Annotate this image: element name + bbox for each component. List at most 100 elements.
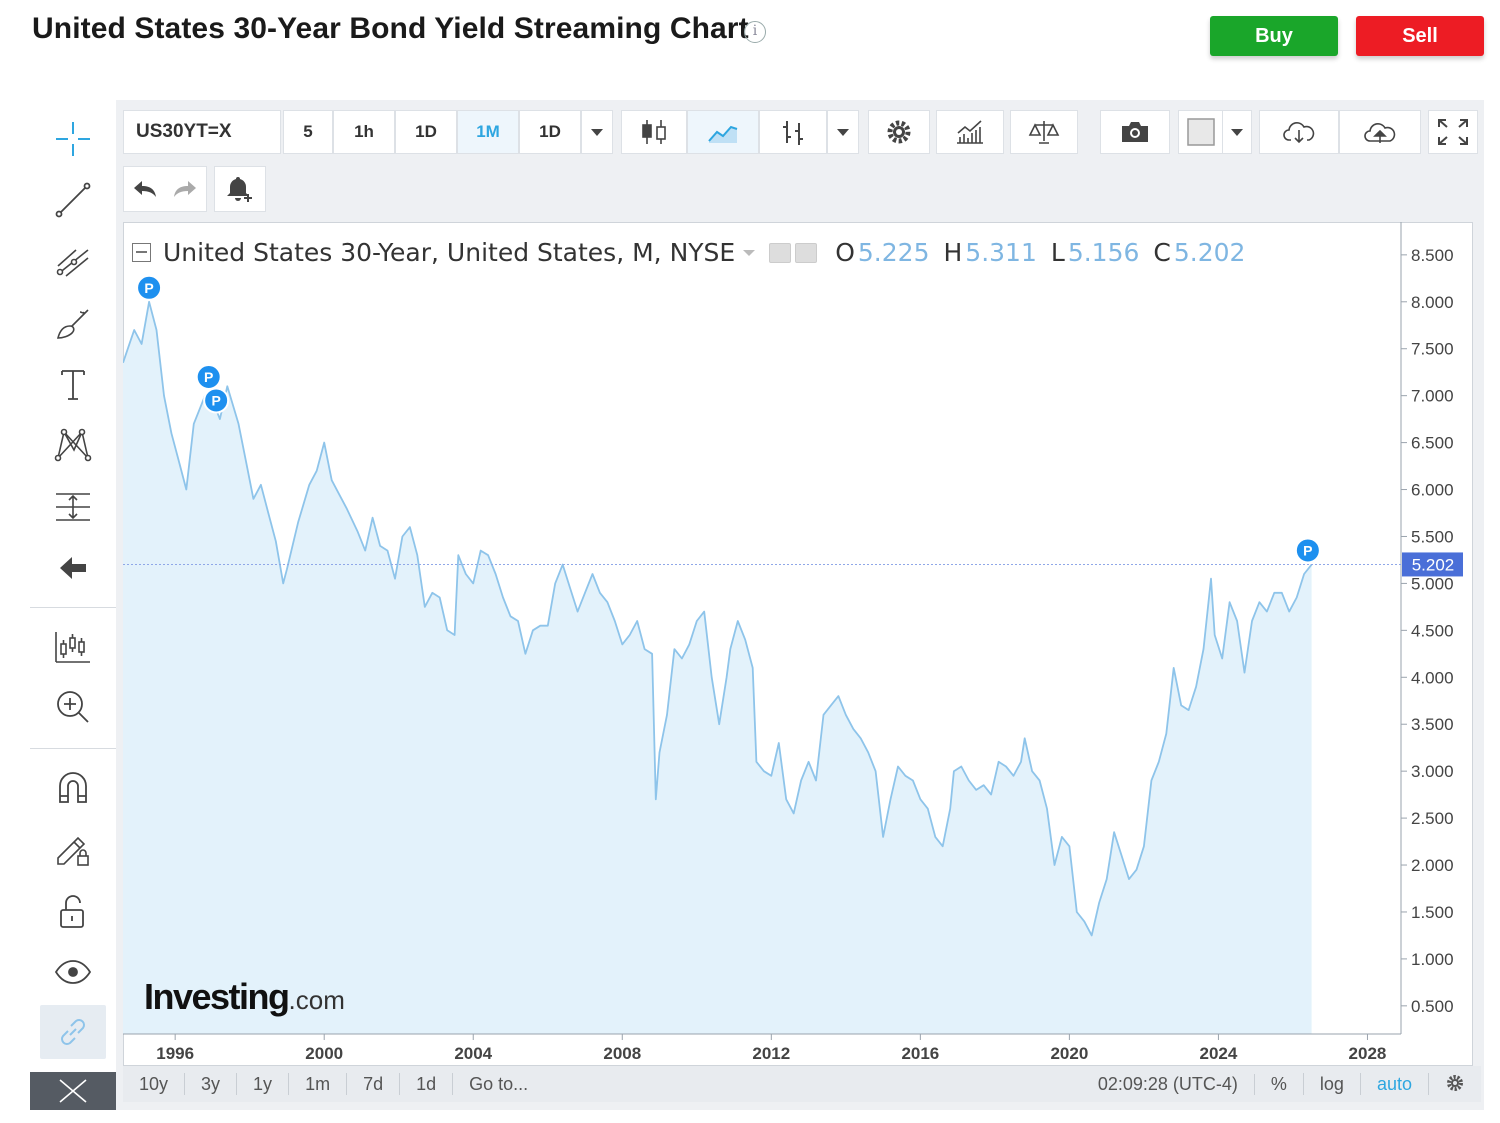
lock-drawing-icon[interactable] (40, 822, 106, 876)
undo-redo-group (123, 166, 207, 212)
chart-type-dropdown[interactable] (827, 110, 859, 154)
y-tick-label: 2.000 (1411, 856, 1454, 875)
x-tick-label: 2020 (1050, 1044, 1088, 1063)
series-line (123, 300, 1313, 937)
low-value: 5.156 (1067, 238, 1140, 267)
event-marker-label: P (211, 392, 220, 408)
download-button[interactable] (1259, 110, 1339, 154)
indicators-icon[interactable] (40, 620, 106, 674)
event-marker (195, 363, 222, 390)
range-3y[interactable]: 3y (185, 1073, 238, 1095)
bell-plus-icon (227, 177, 252, 202)
balance-scale-icon (1028, 121, 1060, 144)
cloud-upload-icon (1364, 123, 1396, 143)
upload-button[interactable] (1339, 110, 1421, 154)
interval-1m[interactable]: 1M (457, 110, 519, 154)
scale-settings-button[interactable] (1429, 1073, 1481, 1095)
trend-line-icon[interactable] (40, 173, 106, 227)
indicators-chart-icon (957, 120, 983, 144)
settings-button[interactable] (868, 110, 930, 154)
redo-icon (174, 181, 196, 197)
clock-readout[interactable]: 02:09:28 (UTC-4) (1082, 1073, 1255, 1095)
y-tick-label: 8.500 (1411, 246, 1454, 265)
percent-scale-toggle[interactable]: % (1255, 1073, 1304, 1095)
eye-icon[interactable] (40, 945, 106, 999)
event-marker (1294, 537, 1321, 564)
chevron-down-icon (591, 128, 603, 136)
page-title: United States 30-Year Bond Yield Streami… (32, 12, 749, 45)
ohlc-bars-icon (783, 121, 803, 145)
measure-icon[interactable] (40, 480, 106, 534)
link-icon[interactable] (40, 1005, 106, 1059)
interval-5[interactable]: 5 (283, 110, 333, 154)
screenshot-button[interactable] (1100, 110, 1170, 154)
auto-scale-toggle[interactable]: auto (1361, 1073, 1429, 1095)
candlestick-icon (642, 120, 666, 144)
collapse-legend-icon[interactable] (132, 243, 151, 262)
text-icon[interactable] (40, 357, 106, 411)
chevron-down-icon[interactable] (743, 249, 756, 256)
brush-icon[interactable] (40, 296, 106, 350)
gear-icon (887, 120, 911, 144)
y-tick-label: 6.000 (1411, 481, 1454, 500)
goto-date-button[interactable]: Go to... (469, 1074, 529, 1094)
event-marker-label: P (144, 280, 153, 296)
y-tick-label: 1.500 (1411, 903, 1454, 922)
pattern-icon[interactable] (40, 418, 106, 472)
y-tick-label: 7.000 (1411, 387, 1454, 406)
low-label: L (1050, 238, 1065, 267)
event-marker-label: P (204, 369, 213, 385)
price-chart[interactable]: 0.500 1.000 1.500 2.000 2.500 3.000 3.500 4.000… (123, 222, 1473, 1066)
fullscreen-button[interactable] (1428, 110, 1478, 154)
background-color-button[interactable] (1178, 110, 1224, 154)
investing-logo: Investing.com (144, 976, 345, 1017)
x-tick-label: 2028 (1349, 1044, 1387, 1063)
y-tick-label: 6.500 (1411, 434, 1454, 453)
symbol-search-input[interactable]: US30YT=X (123, 110, 281, 154)
x-tick-label: 2000 (305, 1044, 343, 1063)
y-tick-label: 0.500 (1411, 997, 1454, 1016)
indicators-button[interactable] (936, 110, 1004, 154)
sell-button[interactable]: Sell (1356, 16, 1484, 56)
interval-1h[interactable]: 1h (333, 110, 395, 154)
compare-button[interactable] (1010, 110, 1078, 154)
undo-button[interactable] (132, 178, 158, 200)
range-7d[interactable]: 7d (347, 1073, 401, 1095)
visibility-toggle-icon[interactable] (769, 242, 792, 263)
range-10y[interactable]: 10y (123, 1073, 186, 1095)
magnet-icon[interactable] (40, 760, 106, 814)
event-marker (203, 387, 230, 414)
chevron-down-icon (1231, 128, 1243, 136)
color-dropdown[interactable] (1222, 110, 1252, 154)
range-1m[interactable]: 1m (289, 1073, 348, 1095)
candles-button[interactable] (621, 110, 687, 154)
close-value: 5.202 (1173, 238, 1246, 267)
range-1y[interactable]: 1y (237, 1073, 290, 1095)
x-tick-label: 2012 (752, 1044, 790, 1063)
info-icon[interactable]: i (744, 21, 766, 43)
bars-button[interactable] (759, 110, 827, 154)
fib-icon[interactable] (40, 234, 106, 288)
color-swatch-icon (1187, 118, 1215, 146)
area-chart-button[interactable] (687, 110, 759, 154)
y-tick-label: 3.500 (1411, 715, 1454, 734)
buy-button[interactable]: Buy (1210, 16, 1338, 56)
unlock-icon[interactable] (40, 884, 106, 938)
range-1d[interactable]: 1d (400, 1073, 454, 1095)
redo-button[interactable] (172, 178, 198, 200)
area-chart-icon (708, 125, 738, 143)
interval-1d[interactable]: 1D (395, 110, 457, 154)
add-alert-button[interactable] (214, 166, 266, 212)
interval-dropdown[interactable] (581, 110, 613, 154)
series-legend: United States 30-Year, United States, M,… (132, 238, 1245, 267)
collapse-toolbar-button[interactable] (30, 1072, 116, 1110)
series-settings-icon[interactable] (795, 242, 818, 263)
y-tick-label: 5.000 (1411, 574, 1454, 593)
zoom-in-icon[interactable] (40, 680, 106, 734)
interval-1d-alt[interactable]: 1D (519, 110, 581, 154)
y-tick-label: 8.000 (1411, 293, 1454, 312)
log-scale-toggle[interactable]: log (1304, 1073, 1361, 1095)
crosshair-icon[interactable] (40, 112, 106, 166)
arrow-left-icon[interactable] (40, 541, 106, 595)
y-tick-label: 4.500 (1411, 621, 1454, 640)
